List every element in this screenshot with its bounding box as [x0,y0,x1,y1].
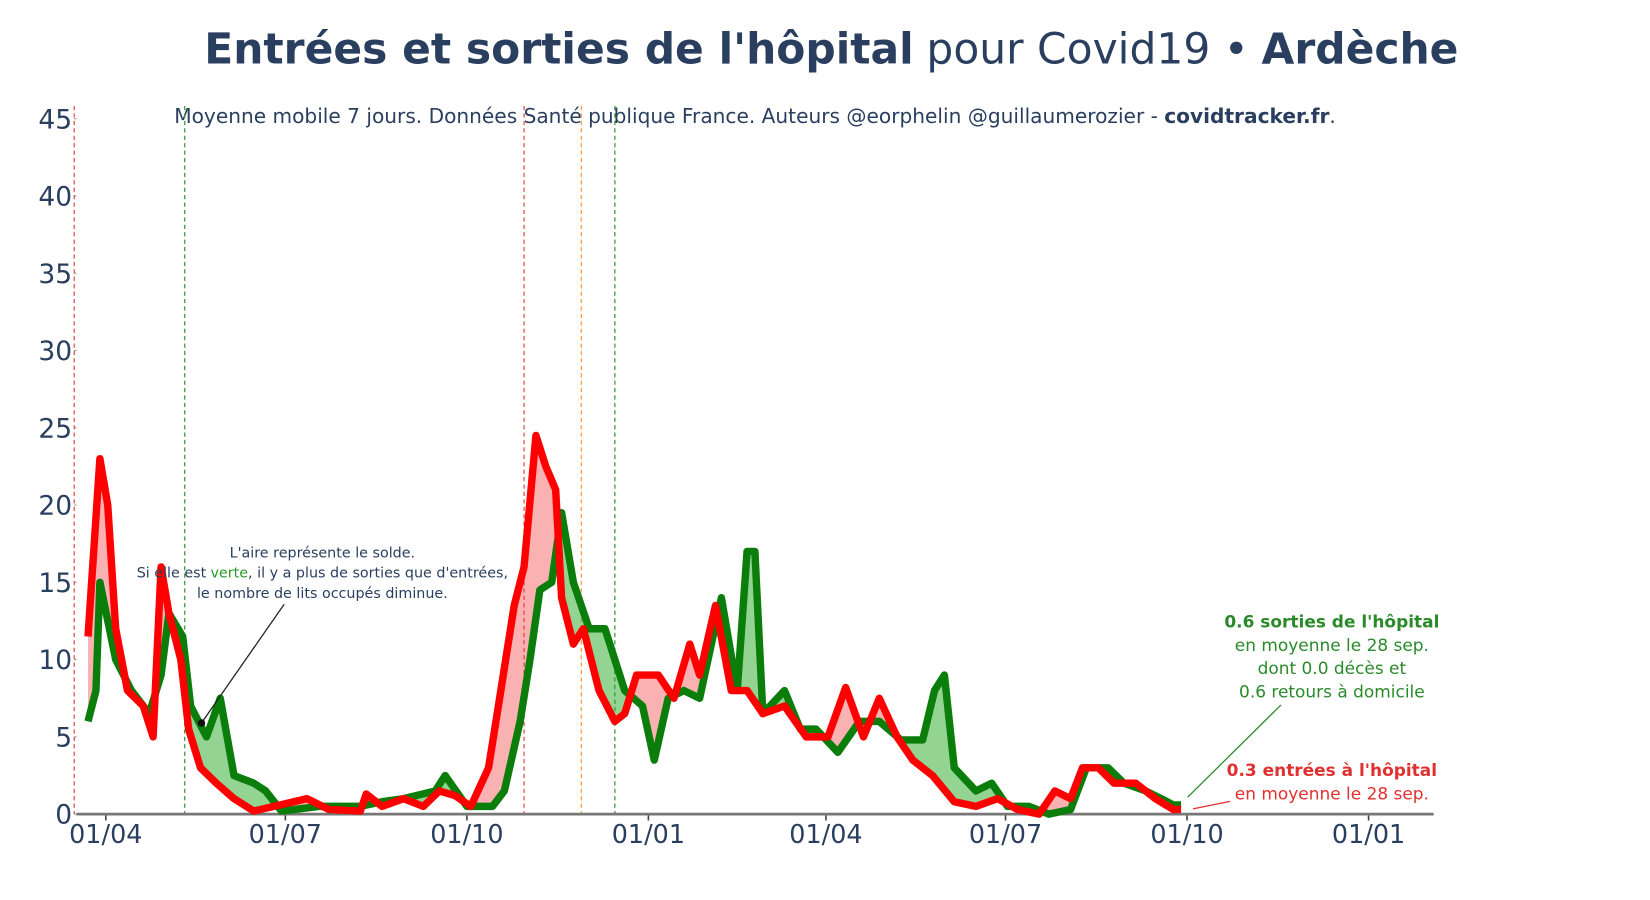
x-tick-label: 01/04 [789,819,862,849]
y-tick-label: 15 [38,568,72,599]
annotation-line: en moyenne le 28 sep. [1235,635,1429,655]
annotation-line: dont 0.0 décès et [1258,658,1407,678]
annotation-part: , il y a plus de sorties que d'entrées, [248,566,508,582]
annotation-line: 0.6 sorties de l'hôpital [1224,612,1439,632]
out-annotation: 0.6 sorties de l'hôpital en moyenne le 2… [1224,612,1439,702]
y-tick-label: 10 [38,645,72,676]
x-tick-label: 01/07 [969,819,1042,849]
x-tick-label: 01/07 [249,819,322,849]
annotation-line: le nombre de lits occupés diminue. [197,586,448,602]
y-tick-label: 30 [38,336,72,367]
annotation-arrow [200,603,285,724]
title-part: Entrées et sorties de l'hôpital [204,25,913,74]
subtitle-part: covidtracker.fr [1164,104,1329,128]
y-tick-label: 35 [38,259,72,290]
x-tick-label: 01/01 [1332,819,1405,849]
y-tick-label: 0 [55,800,72,831]
subtitle-part: Moyenne mobile 7 jours. Données Santé pu… [174,104,1158,128]
subtitle-part: . [1329,104,1335,128]
chart-title: Entrées et sorties de l'hôpital pour Covi… [204,25,1458,74]
annotation-part: Si elle est [137,566,207,582]
x-tick-label: 01/04 [69,819,142,849]
x-tick-label: 01/01 [612,819,685,849]
y-tick-label: 5 [55,722,72,753]
annotation-line: L'aire représente le solde. [230,546,416,562]
annotation: L'aire représente le solde. Si elle est v… [137,546,508,602]
y-tick-label: 45 [38,104,72,135]
y-tick-label: 20 [38,491,72,522]
title-part: pour Covid19 • [926,25,1248,74]
balance-area-in [88,435,1182,815]
annotation-line: 0.6 retours à domicile [1239,682,1425,702]
subtitle: Moyenne mobile 7 jours. Données Santé pu… [174,104,1336,128]
arrow-head [197,719,206,727]
annotation-line: Si elle est verte, il y a plus de sorties… [137,566,508,582]
annotation-part: verte [210,566,248,582]
series-line [84,509,1182,818]
series-line [84,431,1182,818]
annotation-arrow [1192,800,1231,810]
annotation-line: en moyenne le 28 sep. [1235,783,1429,803]
y-tick-label: 40 [38,182,72,213]
x-tick-label: 01/10 [1150,819,1223,849]
x-tick-label: 01/10 [430,819,503,849]
in-annotation: 0.3 entrées à l'hôpital en moyenne le 28… [1227,760,1437,803]
annotation-line: 0.3 entrées à l'hôpital [1227,760,1437,780]
y-tick-label: 25 [38,413,72,444]
annotation-arrow [1187,704,1282,798]
title-part: Ardèche [1262,25,1459,74]
